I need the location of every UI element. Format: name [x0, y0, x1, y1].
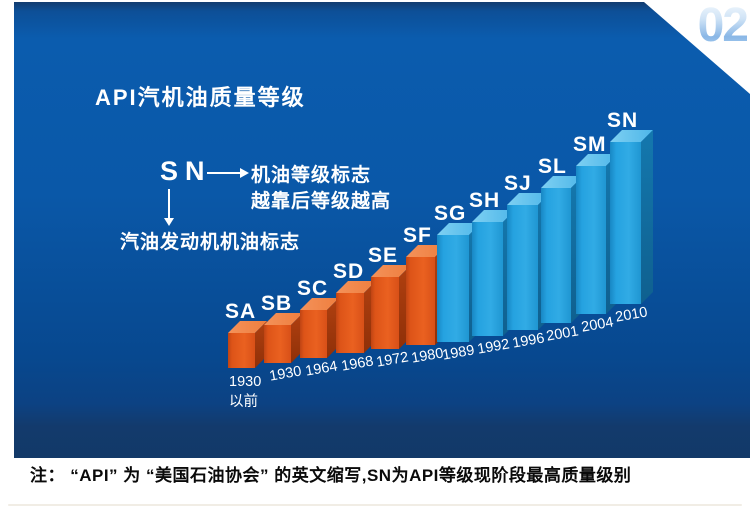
- arrow-down-icon: [164, 189, 174, 226]
- bar-SM: SM 2004: [573, 133, 615, 336]
- bar-grade-label: SE: [368, 244, 399, 267]
- bar-SL: SL 2001: [538, 155, 580, 345]
- arrow-right-icon: [207, 168, 249, 178]
- bar-SE: SE 1972: [368, 244, 410, 371]
- bar-grade-label: SD: [333, 260, 365, 283]
- bar-SB: SB 1930: [261, 292, 303, 385]
- section-number: 02: [697, 0, 749, 52]
- bar-SH: SH 1992: [469, 189, 511, 358]
- page-title: API汽机油质量等级: [95, 85, 306, 110]
- bar-year-label: 1930 以前: [229, 374, 262, 410]
- bar-SN: SN 2010: [607, 109, 649, 326]
- bar-grade-label: SA: [225, 300, 257, 323]
- grade-code-callout: SN: [160, 156, 212, 186]
- bar-SJ: SJ 1996: [504, 172, 546, 352]
- bar-SG: SG 1989: [434, 202, 476, 364]
- footnote: 注： “API” 为 “美国石油协会” 的英文缩写,SN为API等级现阶段最高质…: [30, 466, 632, 485]
- bar-grade-label: SM: [573, 133, 607, 156]
- bar-grade-label: SG: [434, 202, 467, 225]
- bar-grade-label: SC: [297, 277, 329, 300]
- bar-SF: SF 1980: [403, 224, 445, 367]
- bottom-divider: [8, 504, 742, 506]
- bar-SC: SC 1964: [297, 277, 339, 380]
- bar-year-label: 2010: [614, 304, 649, 326]
- grade-meaning-line2: 越靠后等级越高: [251, 191, 392, 212]
- bar-grade-label: SJ: [504, 172, 532, 195]
- bar-SA: SA 1930 以前: [225, 300, 261, 410]
- s-letter-meaning: 汽油发动机机油标志: [120, 232, 301, 253]
- bar-grade-label: SH: [469, 189, 501, 212]
- bar-grade-label: SL: [538, 155, 567, 178]
- bar-grade-label: SN: [607, 109, 639, 132]
- bar-SD: SD 1968: [333, 260, 375, 375]
- bar-grade-label: SF: [403, 224, 432, 247]
- bar-grade-label: SB: [261, 292, 293, 315]
- grade-meaning-line1: 机油等级标志: [251, 165, 372, 186]
